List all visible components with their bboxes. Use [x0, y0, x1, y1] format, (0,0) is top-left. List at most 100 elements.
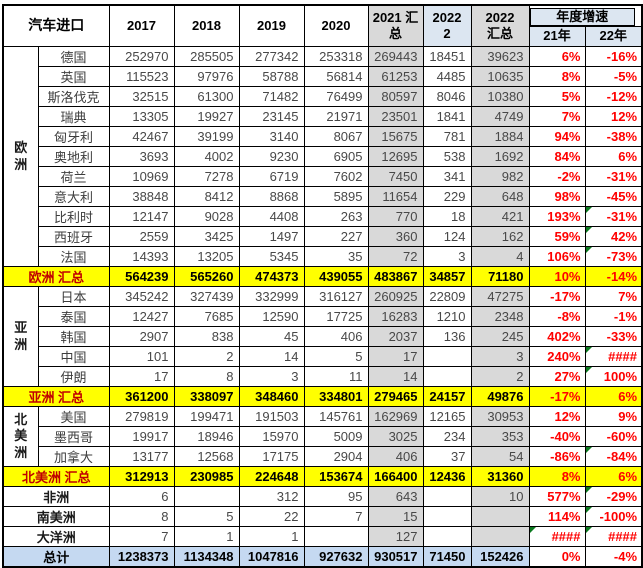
- value-cell[interactable]: 1: [173, 526, 240, 547]
- value-cell[interactable]: 3025: [367, 426, 424, 447]
- growth-cell[interactable]: 6%: [584, 466, 643, 487]
- country-label-cell[interactable]: 泰国: [37, 306, 110, 327]
- value-cell[interactable]: 260925: [367, 286, 424, 307]
- value-cell[interactable]: 14393: [108, 246, 175, 267]
- country-label-cell[interactable]: 匈牙利: [37, 126, 110, 147]
- value-cell[interactable]: 12165: [422, 406, 472, 427]
- value-cell[interactable]: 58788: [238, 66, 305, 87]
- growth-cell[interactable]: -2%: [528, 166, 586, 187]
- value-cell[interactable]: 3140: [238, 126, 305, 147]
- value-cell[interactable]: [470, 506, 530, 527]
- col-header-growth-21[interactable]: 21年: [528, 26, 586, 47]
- value-cell[interactable]: 5895: [303, 186, 369, 207]
- growth-cell[interactable]: 0%: [528, 546, 586, 568]
- value-cell[interactable]: 145761: [303, 406, 369, 427]
- value-cell[interactable]: 361200: [108, 386, 175, 407]
- value-cell[interactable]: 15: [367, 506, 424, 527]
- value-cell[interactable]: 11: [303, 366, 369, 387]
- value-cell[interactable]: [303, 526, 369, 547]
- value-cell[interactable]: 13177: [108, 446, 175, 467]
- value-cell[interactable]: 34857: [422, 266, 472, 287]
- growth-cell[interactable]: 6%: [584, 386, 643, 407]
- value-cell[interactable]: 4002: [173, 146, 240, 167]
- value-cell[interactable]: 229: [422, 186, 472, 207]
- growth-cell[interactable]: 27%: [528, 366, 586, 387]
- value-cell[interactable]: 22: [238, 506, 305, 527]
- country-label-cell[interactable]: 德国: [37, 46, 110, 67]
- value-cell[interactable]: 927632: [303, 546, 369, 568]
- value-cell[interactable]: 16283: [367, 306, 424, 327]
- value-cell[interactable]: 345242: [108, 286, 175, 307]
- region-label-cell[interactable]: 大洋洲: [2, 526, 110, 547]
- subtotal-label-cell[interactable]: 北美洲 汇总: [2, 466, 110, 487]
- value-cell[interactable]: 4485: [422, 66, 472, 87]
- value-cell[interactable]: 153674: [303, 466, 369, 487]
- country-label-cell[interactable]: 西班牙: [37, 226, 110, 247]
- value-cell[interactable]: 71482: [238, 86, 305, 107]
- value-cell[interactable]: 5: [173, 506, 240, 527]
- value-cell[interactable]: 191503: [238, 406, 305, 427]
- growth-cell[interactable]: 193%: [528, 206, 586, 227]
- col-header-2021-sum[interactable]: 2021 汇 总: [367, 4, 424, 47]
- growth-cell[interactable]: 8%: [528, 66, 586, 87]
- value-cell[interactable]: 17175: [238, 446, 305, 467]
- growth-cell[interactable]: 7%: [528, 106, 586, 127]
- value-cell[interactable]: 10969: [108, 166, 175, 187]
- value-cell[interactable]: 781: [422, 126, 472, 147]
- value-cell[interactable]: 8067: [303, 126, 369, 147]
- growth-cell[interactable]: 10%: [528, 266, 586, 287]
- value-cell[interactable]: 115523: [108, 66, 175, 87]
- value-cell[interactable]: [422, 506, 472, 527]
- value-cell[interactable]: 982: [470, 166, 530, 187]
- value-cell[interactable]: 37: [422, 446, 472, 467]
- value-cell[interactable]: 72: [367, 246, 424, 267]
- value-cell[interactable]: 61253: [367, 66, 424, 87]
- value-cell[interactable]: 7: [303, 506, 369, 527]
- value-cell[interactable]: 1134348: [173, 546, 240, 568]
- value-cell[interactable]: 5: [303, 346, 369, 367]
- value-cell[interactable]: 10635: [470, 66, 530, 87]
- country-label-cell[interactable]: 法国: [37, 246, 110, 267]
- growth-cell[interactable]: 9%: [584, 406, 643, 427]
- value-cell[interactable]: 35: [303, 246, 369, 267]
- country-label-cell[interactable]: 斯洛伐克: [37, 86, 110, 107]
- value-cell[interactable]: [422, 346, 472, 367]
- growth-cell[interactable]: 84%: [528, 146, 586, 167]
- value-cell[interactable]: 12590: [238, 306, 305, 327]
- value-cell[interactable]: 162: [470, 226, 530, 247]
- value-cell[interactable]: 10380: [470, 86, 530, 107]
- value-cell[interactable]: 8: [173, 366, 240, 387]
- growth-cell[interactable]: -60%: [584, 426, 643, 447]
- value-cell[interactable]: [422, 366, 472, 387]
- region-group-cell[interactable]: 欧 洲: [2, 46, 39, 267]
- col-header-2020[interactable]: 2020: [303, 4, 369, 47]
- value-cell[interactable]: 2: [470, 366, 530, 387]
- growth-cell[interactable]: 94%: [528, 126, 586, 147]
- value-cell[interactable]: 12695: [367, 146, 424, 167]
- value-cell[interactable]: 95: [303, 486, 369, 507]
- value-cell[interactable]: 45: [238, 326, 305, 347]
- value-cell[interactable]: 14: [367, 366, 424, 387]
- growth-cell[interactable]: 114%: [528, 506, 586, 527]
- value-cell[interactable]: 9230: [238, 146, 305, 167]
- value-cell[interactable]: 71180: [470, 266, 530, 287]
- value-cell[interactable]: 3: [238, 366, 305, 387]
- growth-cell[interactable]: ####: [528, 526, 586, 547]
- value-cell[interactable]: 39199: [173, 126, 240, 147]
- value-cell[interactable]: 101: [108, 346, 175, 367]
- value-cell[interactable]: 643: [367, 486, 424, 507]
- growth-cell[interactable]: -17%: [528, 386, 586, 407]
- growth-cell[interactable]: ####: [584, 346, 643, 367]
- growth-cell[interactable]: -45%: [584, 186, 643, 207]
- col-header-growth-22[interactable]: 22年: [584, 26, 643, 47]
- growth-cell[interactable]: -4%: [584, 546, 643, 568]
- value-cell[interactable]: 14: [238, 346, 305, 367]
- value-cell[interactable]: 334801: [303, 386, 369, 407]
- value-cell[interactable]: 7450: [367, 166, 424, 187]
- growth-cell[interactable]: -29%: [584, 486, 643, 507]
- value-cell[interactable]: 3: [470, 346, 530, 367]
- value-cell[interactable]: 4408: [238, 206, 305, 227]
- value-cell[interactable]: 42467: [108, 126, 175, 147]
- growth-cell[interactable]: 6%: [528, 46, 586, 67]
- subtotal-label-cell[interactable]: 欧洲 汇总: [2, 266, 110, 287]
